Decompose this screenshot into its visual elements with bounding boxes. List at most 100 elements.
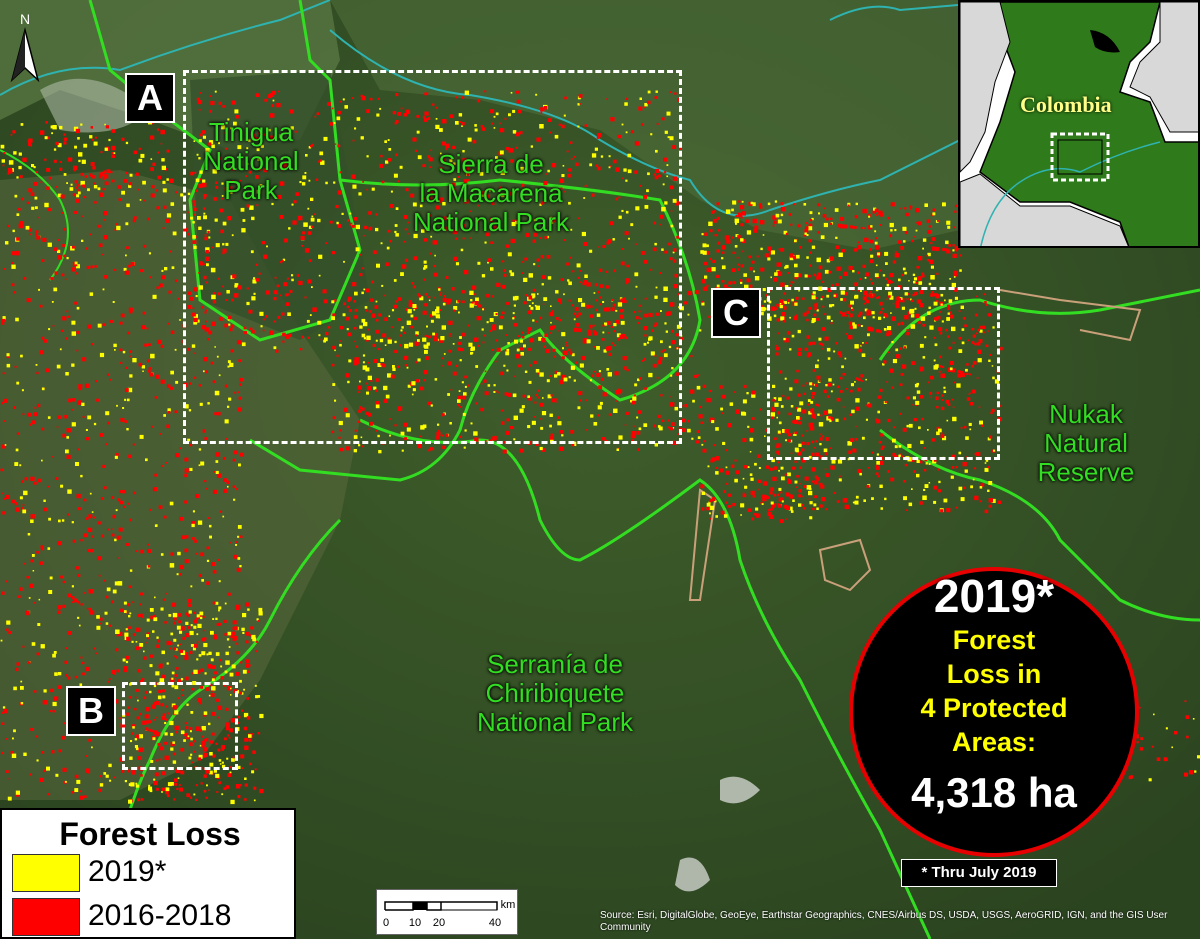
forest-loss-point [57, 249, 61, 253]
forest-loss-point [798, 489, 802, 493]
forest-loss-point [864, 341, 868, 345]
forest-loss-point [161, 275, 165, 280]
forest-loss-point [471, 352, 474, 354]
forest-loss-point [177, 551, 181, 556]
forest-loss-point [165, 218, 170, 223]
forest-loss-point [797, 451, 802, 456]
forest-loss-point [143, 244, 147, 248]
forest-loss-point [203, 207, 206, 210]
forest-loss-point [195, 617, 198, 620]
forest-loss-point [352, 282, 357, 287]
forest-loss-point [684, 301, 688, 305]
forest-loss-point [16, 432, 20, 435]
river [0, 0, 331, 96]
forest-loss-point [888, 291, 893, 296]
forest-loss-point [862, 296, 867, 301]
forest-loss-point [811, 245, 816, 249]
forest-loss-point [767, 202, 771, 206]
forest-loss-point [777, 270, 781, 274]
forest-loss-point [854, 282, 859, 287]
forest-loss-point [58, 519, 61, 523]
forest-loss-point [737, 212, 743, 218]
forest-loss-point [71, 363, 75, 367]
forest-loss-point [854, 381, 856, 383]
forest-loss-point [236, 340, 241, 345]
forest-loss-point [162, 180, 166, 184]
forest-loss-point [904, 207, 907, 210]
forest-loss-point [202, 739, 206, 742]
forest-loss-point [193, 740, 196, 743]
forest-loss-point [81, 159, 86, 164]
forest-loss-point [212, 570, 217, 574]
forest-loss-point [853, 226, 857, 229]
forest-loss-point [533, 263, 536, 266]
forest-loss-point [171, 266, 175, 269]
forest-loss-point [41, 259, 45, 262]
forest-loss-point [716, 284, 720, 288]
forest-loss-point [184, 652, 189, 656]
forest-loss-point [273, 297, 277, 301]
forest-loss-point [776, 262, 781, 267]
forest-loss-point [198, 757, 202, 761]
forest-loss-point [331, 430, 335, 434]
forest-loss-point [335, 205, 339, 209]
forest-loss-point [78, 159, 81, 163]
forest-loss-point [864, 227, 866, 230]
forest-loss-point [564, 190, 566, 193]
forest-loss-point [1139, 747, 1144, 751]
forest-loss-point [845, 333, 848, 335]
forest-loss-point [45, 121, 48, 124]
forest-loss-point [901, 364, 907, 369]
forest-loss-point [911, 361, 915, 365]
forest-loss-point [974, 495, 979, 501]
forest-loss-point [325, 181, 328, 185]
forest-loss-point [137, 798, 141, 802]
forest-loss-point [137, 614, 141, 618]
forest-loss-point [25, 225, 30, 230]
forest-loss-point [85, 517, 89, 520]
forest-loss-point [214, 346, 216, 348]
forest-loss-point [11, 499, 16, 504]
forest-loss-point [199, 170, 203, 174]
forest-loss-point [855, 377, 859, 380]
forest-loss-point [85, 755, 88, 757]
forest-loss-point [951, 398, 954, 401]
forest-loss-point [423, 370, 428, 375]
forest-loss-point [811, 467, 816, 472]
forest-loss-point [463, 392, 467, 396]
forest-loss-point [233, 626, 238, 631]
forest-loss-point [743, 273, 747, 277]
forest-loss-point [62, 244, 66, 247]
forest-loss-point [91, 343, 94, 346]
forest-loss-point [772, 476, 777, 481]
forest-loss-point [375, 319, 379, 322]
forest-loss-point [849, 313, 853, 318]
forest-loss-point [286, 277, 289, 280]
forest-loss-point [187, 603, 192, 607]
forest-loss-point [77, 189, 80, 192]
forest-loss-point [778, 248, 781, 250]
forest-loss-point [331, 107, 334, 110]
forest-loss-point [191, 761, 194, 764]
forest-loss-point [459, 336, 462, 339]
forest-loss-point [793, 315, 798, 321]
forest-loss-point [878, 316, 882, 320]
forest-loss-point [332, 383, 336, 386]
forest-loss-point [215, 698, 219, 702]
forest-loss-point [857, 289, 860, 292]
forest-loss-point [963, 486, 966, 490]
forest-loss-point [384, 398, 388, 403]
forest-loss-point [407, 232, 409, 235]
forest-loss-point [535, 305, 540, 310]
forest-loss-point [143, 656, 147, 660]
forest-loss-point [879, 212, 884, 217]
forest-loss-point [764, 253, 769, 258]
forest-loss-point [452, 229, 458, 235]
forest-loss-point [905, 212, 909, 217]
forest-loss-point [367, 412, 372, 417]
forest-loss-point [112, 589, 117, 594]
forest-loss-point [362, 267, 365, 270]
forest-loss-point [522, 272, 524, 274]
forest-loss-point [149, 608, 154, 612]
forest-loss-point [208, 142, 212, 146]
